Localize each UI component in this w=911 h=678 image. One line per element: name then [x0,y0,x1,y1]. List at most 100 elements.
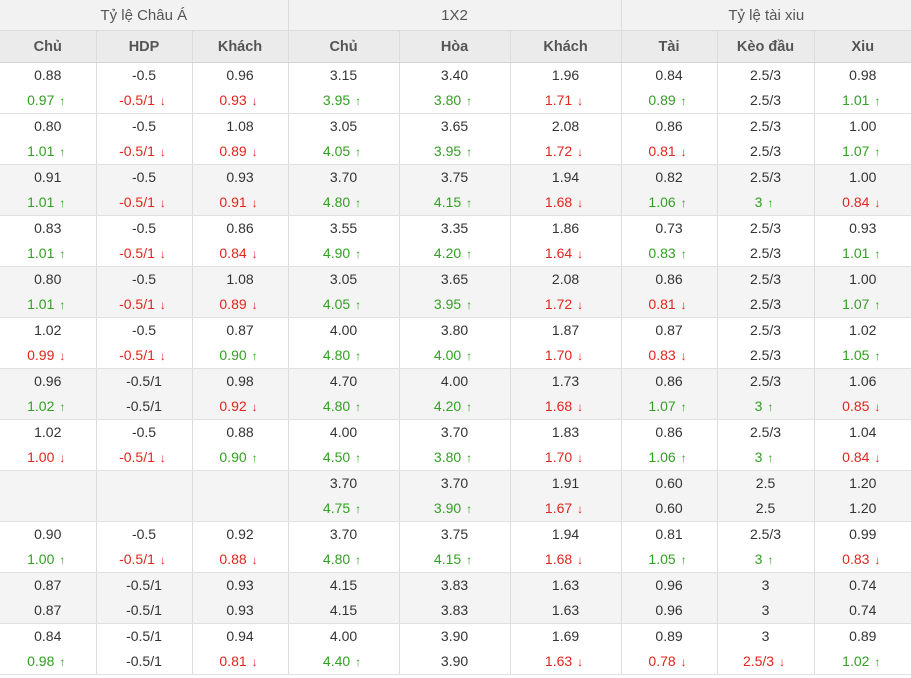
opening-odds: 0.92 [193,522,288,547]
arrow-down-icon: ↓ [577,94,584,108]
odds-value: 4.00 [329,424,358,440]
arrow-down-icon: ↓ [577,247,584,261]
odds-cell: 0.98 1.01 ↑ [814,62,911,114]
arrow-up-icon: ↑ [767,400,774,414]
current-odds: 2.5/3 [718,292,814,317]
odds-cell: 0.93 0.93 [192,572,289,624]
odds-cell: 0.86 0.81 ↓ [621,266,718,318]
arrow-up-icon: ↑ [680,94,687,108]
opening-odds [193,471,288,496]
current-odds: -0.5/1 ↓ [97,241,192,266]
odds-value: 4.15 [433,194,462,210]
current-odds: 1.07 ↑ [815,292,911,317]
arrow-up-icon: ↑ [355,94,362,108]
current-odds: 0.78 ↓ [622,649,717,674]
odds-value: 2.5/3 [749,67,782,83]
odds-value: 3.80 [440,322,469,338]
opening-odds: 1.63 [511,573,621,598]
odds-value: 1.91 [551,475,580,491]
current-odds: 0.74 [815,598,911,623]
current-odds: 1.02 ↑ [815,649,911,674]
odds-value: 0.86 [655,271,683,287]
odds-value: 1.00 [27,449,55,465]
odds-cell: 2.08 1.72 ↓ [510,113,622,165]
current-odds: 1.07 ↑ [815,139,911,164]
current-odds: 1.72 ↓ [511,139,621,164]
odds-value: 0.84 [219,245,247,261]
opening-odds: 3.15 [289,63,399,88]
current-odds: 3 ↑ [718,190,814,215]
odds-value: 4.00 [329,628,358,644]
arrow-down-icon: ↓ [159,349,166,363]
odds-value: 0.89 [219,296,247,312]
odds-cell: 0.96 0.96 [621,572,718,624]
opening-odds: 1.91 [511,471,621,496]
opening-odds: 1.96 [511,63,621,88]
arrow-down-icon: ↓ [251,247,258,261]
current-odds: 1.71 ↓ [511,88,621,113]
current-odds: 4.50 ↑ [289,445,399,470]
current-odds: 0.83 ↑ [622,241,717,266]
odds-cell: 2.5/3 2.5/3 [717,113,815,165]
odds-cell: 0.73 0.83 ↑ [621,215,718,267]
arrow-up-icon: ↑ [874,298,881,312]
current-odds: 1.05 ↑ [815,343,911,368]
arrow-up-icon: ↑ [355,349,362,363]
current-odds: 0.92 ↓ [193,394,288,419]
odds-cell: 0.87 0.87 [0,572,97,624]
odds-value: 1.08 [226,271,254,287]
opening-odds: -0.5 [97,63,192,88]
odds-value: 4.75 [322,500,351,516]
current-odds: 4.15 [289,598,399,623]
table-row: 0.84 0.98 ↑ -0.5/1 -0.5/1 0.94 0.81 ↓ 4.00 4.40 ↑ 3… [0,623,911,675]
odds-value: 0.78 [648,653,676,669]
odds-value: 1.04 [849,424,877,440]
odds-value: 1.06 [648,449,676,465]
odds-value: 1.73 [551,373,580,389]
current-odds: 1.72 ↓ [511,292,621,317]
odds-value: 0.73 [655,220,683,236]
arrow-down-icon: ↓ [159,196,166,210]
opening-odds: 2.5/3 [718,216,814,241]
odds-value: 0.91 [219,194,247,210]
arrow-down-icon: ↓ [874,451,881,465]
opening-odds: 3.75 [400,522,510,547]
odds-cell: -0.5 -0.5/1 ↓ [96,521,193,573]
odds-value: 3 [754,398,763,414]
odds-cell: -0.5/1 -0.5/1 [96,368,193,420]
odds-value: -0.5/1 [119,143,155,159]
odds-cell: 1.00 1.07 ↑ [814,113,911,165]
odds-value: 3.95 [433,143,462,159]
odds-cell: 0.93 0.91 ↓ [192,164,289,216]
current-odds: 4.00 ↑ [400,343,510,368]
current-odds: 0.84 ↓ [193,241,288,266]
arrow-down-icon: ↓ [59,451,66,465]
arrow-up-icon: ↑ [355,298,362,312]
current-odds: 0.93 [193,598,288,623]
opening-odds: 0.86 [622,369,717,394]
odds-cell: 1.00 1.07 ↑ [814,266,911,318]
odds-value: 1.08 [226,118,254,134]
odds-value: 4.80 [322,347,351,363]
odds-value: 3 [754,551,763,567]
odds-cell: 3.65 3.95 ↑ [399,266,511,318]
arrow-down-icon: ↓ [251,553,258,567]
odds-value: 0.93 [226,602,254,618]
current-odds: 4.80 ↑ [289,190,399,215]
opening-odds: 1.02 [815,318,911,343]
odds-cell: 2.5/3 3 ↑ [717,521,815,573]
odds-value: -0.5/1 [119,194,155,210]
current-odds: 0.81 ↓ [622,139,717,164]
odds-cell: 0.60 0.60 [621,470,718,522]
odds-cell: 1.87 1.70 ↓ [510,317,622,369]
current-odds: 1.64 ↓ [511,241,621,266]
odds-value: -0.5 [131,271,157,287]
current-odds: 2.5 [718,496,814,521]
current-odds: 1.68 ↓ [511,190,621,215]
odds-cell: 1.91 1.67 ↓ [510,470,622,522]
odds-body: 0.88 0.97 ↑ -0.5 -0.5/1 ↓ 0.96 0.93 ↓ 3.15 3.95 ↑ 3.… [0,62,911,675]
current-odds: 1.01 ↑ [0,139,96,164]
odds-value: 3 [754,194,763,210]
opening-odds: 3 [718,573,814,598]
